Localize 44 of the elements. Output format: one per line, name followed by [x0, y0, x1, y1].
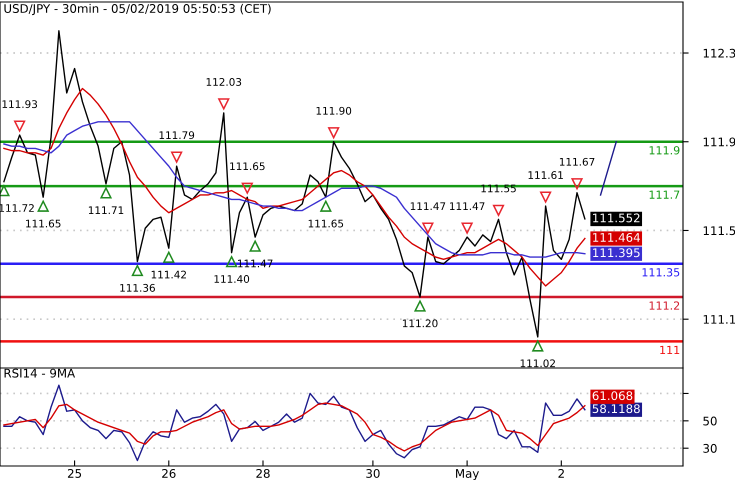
data-label: 111.552: [593, 213, 640, 222]
annotation: 111.90: [316, 106, 352, 115]
x-tick-label: May: [456, 469, 479, 480]
ref-line-label: 111.9: [650, 146, 680, 155]
annotation: 111.67: [560, 158, 594, 166]
annotation: 111.36: [120, 284, 155, 292]
line-series: [3, 402, 586, 452]
x-tick-label: 25: [68, 468, 82, 478]
data-label: 61.068: [592, 391, 632, 400]
y-tick-label: 111.9: [704, 137, 735, 146]
annotation: 111.93: [2, 100, 38, 108]
x-tick-label: 30: [366, 468, 380, 478]
ref-line-label: 111.35: [642, 268, 680, 277]
y-tick-label: 111.1: [704, 315, 735, 324]
x-tick-label: 26: [162, 468, 176, 478]
annotation: 111.61: [528, 171, 563, 180]
y-tick-label: 112.3: [704, 48, 735, 58]
annotation: 111.47: [450, 202, 484, 210]
data-label: 58.1188: [592, 404, 640, 414]
annotation: 111.65: [26, 220, 60, 228]
annotation: 111.02: [520, 359, 555, 368]
line-series: [3, 384, 586, 462]
annotation: 111.79: [160, 131, 194, 140]
chart-title: USD/JPY - 30min - 05/02/2019 05:50:53 (CET): [4, 4, 271, 16]
annotation: 111.71: [88, 206, 124, 214]
chart-title: RSI14 - 9MA: [4, 368, 76, 378]
annotation: 111.65: [308, 220, 344, 228]
data-label: 111.395: [593, 248, 640, 258]
data-label: 111.464: [593, 232, 640, 242]
y-tick-label: 30: [703, 444, 717, 453]
y-tick-label: 50: [703, 416, 717, 426]
annotation: 111.42: [152, 270, 186, 278]
annotation: 111.65: [230, 162, 265, 170]
y-tick-label: 111.5: [704, 226, 735, 236]
ref-line-label: 111: [660, 346, 680, 354]
annotation: 111.47: [410, 202, 446, 210]
annotation: 112.03: [206, 78, 242, 86]
ref-line-label: 111.2: [650, 301, 680, 310]
x-tick-label: 2: [558, 468, 564, 478]
annotation: 111.40: [214, 275, 250, 283]
annotation: 111.72: [0, 204, 34, 212]
ref-line-label: 111.7: [650, 190, 680, 199]
x-tick-label: 28: [256, 468, 270, 478]
annotation: 111.20: [402, 319, 438, 328]
